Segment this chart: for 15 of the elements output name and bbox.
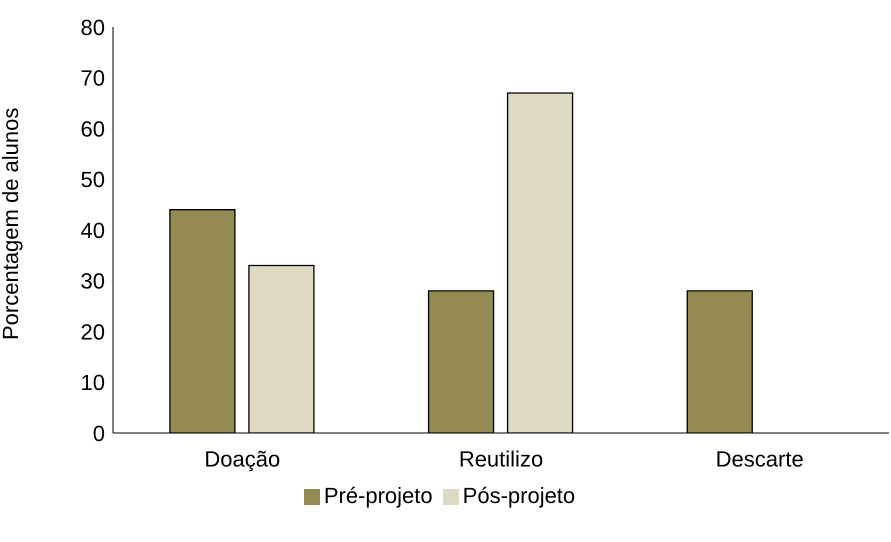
y-tick-label: 80: [80, 14, 105, 40]
x-tick-label: Doação: [204, 446, 280, 472]
legend-label: Pós-projeto: [462, 483, 576, 508]
y-tick-label: 30: [80, 268, 105, 294]
y-tick-label: 60: [80, 116, 105, 142]
y-tick-label: 50: [80, 167, 105, 192]
y-tick-label: 70: [80, 66, 105, 91]
x-tick-label: Reutilizo: [458, 446, 544, 472]
x-tick-label: Descarte: [716, 446, 804, 472]
legend-label: Pré-projeto: [324, 483, 433, 508]
y-tick-label: 20: [80, 319, 105, 344]
y-tick-label: 10: [80, 370, 105, 396]
y-tick-label: 0: [92, 420, 105, 446]
y-axis-title: Porcentagem de alunos: [0, 108, 23, 340]
y-tick-label: 40: [80, 218, 105, 243]
